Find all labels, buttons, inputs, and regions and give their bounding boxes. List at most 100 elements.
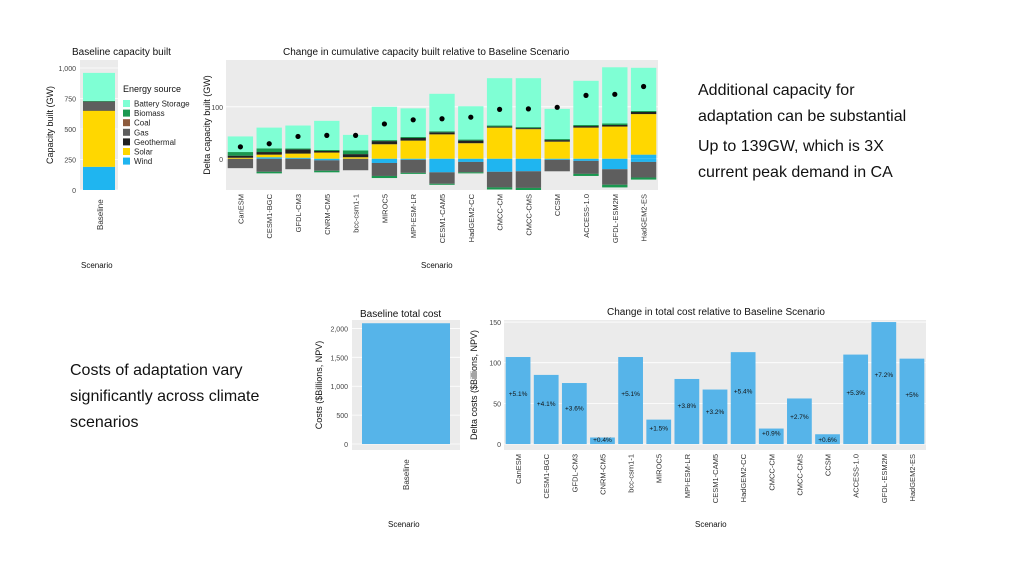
x-tick-label: CanESM bbox=[236, 194, 245, 224]
bar-segment-battery bbox=[400, 108, 426, 137]
bar-segment-battery bbox=[458, 106, 484, 140]
legend-label-battery: Battery Storage bbox=[134, 100, 190, 109]
cost-bar bbox=[362, 323, 450, 444]
y-tick-label: 150 bbox=[489, 320, 501, 327]
bar-segment-wind bbox=[285, 157, 311, 159]
bar-segment-geothermal bbox=[573, 126, 599, 128]
bar-segment-biomass bbox=[371, 175, 398, 179]
cost-note-line-3: scenarios bbox=[70, 414, 139, 431]
y-tick-label: 0 bbox=[497, 442, 501, 449]
x-tick-label: CNRM-CM5 bbox=[598, 454, 607, 495]
bar-segment-wind bbox=[400, 158, 426, 160]
bar-segment-gas bbox=[602, 169, 628, 185]
y-tick-label: 1,000 bbox=[58, 66, 76, 73]
cost-delta-bar bbox=[758, 428, 784, 444]
bar-segment-geothermal bbox=[227, 155, 254, 158]
legend-swatch-biomass bbox=[123, 109, 130, 117]
bar-segment-gas bbox=[630, 161, 657, 178]
bar-segment-wind bbox=[458, 158, 484, 162]
x-tick-label: GFDL-CM3 bbox=[570, 454, 579, 492]
bar-segment-biomass bbox=[458, 139, 484, 141]
bar-segment-battery bbox=[515, 78, 542, 128]
y-tick-label: 750 bbox=[64, 97, 76, 104]
x-tick-label: HadGEM2-ES bbox=[640, 194, 649, 242]
x-tick-label: HadGEM2-CC bbox=[467, 193, 476, 242]
bar-segment-gas bbox=[458, 161, 484, 173]
bar-segment-solar bbox=[314, 152, 340, 159]
legend-label-geothermal: Geothermal bbox=[134, 138, 176, 147]
peak-note: Up to 139GW, which is 3X current peak de… bbox=[698, 134, 893, 186]
bar-segment-wind bbox=[630, 158, 657, 162]
y-tick-label: 100 bbox=[211, 105, 223, 112]
bar-segment-gas bbox=[371, 162, 398, 176]
data-label: +5.3% bbox=[846, 390, 865, 397]
x-tick-label: HadGEM2-CC bbox=[739, 453, 748, 502]
x-tick-label: CESM1-CAM5 bbox=[438, 194, 447, 243]
baseline-capacity-chart: Baseline capacity built 02505007501,000 … bbox=[45, 47, 190, 270]
net-capacity-dot bbox=[237, 144, 243, 150]
bar-segment-wind bbox=[573, 158, 599, 161]
bar-segment-biomass bbox=[314, 149, 340, 151]
net-capacity-dot bbox=[641, 83, 647, 90]
delta-capacity-ylabel: Delta capacity built (GW) bbox=[202, 75, 212, 175]
net-capacity-dot bbox=[410, 117, 416, 123]
net-capacity-dot bbox=[381, 121, 387, 127]
bar-segment-solar bbox=[429, 134, 455, 159]
baseline-capacity-xlabel: Scenario bbox=[81, 261, 113, 270]
bar-segment-biomass bbox=[342, 150, 369, 155]
legend-title: Energy source bbox=[123, 84, 181, 94]
y-tick-label: 100 bbox=[489, 361, 501, 368]
bar-segment-solar bbox=[285, 153, 311, 158]
energy-legend: Energy source Battery StorageBiomassCoal… bbox=[123, 84, 190, 166]
data-label: +3.2% bbox=[706, 409, 725, 416]
x-tick-label: MIROC5 bbox=[380, 194, 389, 223]
cost-delta-bar bbox=[702, 389, 728, 444]
bar-segment-solar bbox=[256, 154, 282, 158]
legend-label-coal: Coal bbox=[134, 119, 151, 128]
bar-segment-solar bbox=[486, 127, 513, 159]
bar-segment-biomass bbox=[630, 110, 657, 112]
delta-capacity-ticks: 0 100 bbox=[211, 105, 223, 164]
x-tick-label: GFDL-ESM2M bbox=[611, 194, 620, 243]
y-tick-label: 0 bbox=[344, 442, 348, 449]
bar-segment-solar bbox=[544, 141, 570, 159]
y-tick-label: 0 bbox=[72, 188, 76, 195]
peak-note-line-1: Up to 139GW, which is 3X bbox=[698, 138, 884, 155]
cost-delta-bar bbox=[505, 357, 531, 444]
x-tick-label: CESM1-BGC bbox=[265, 193, 274, 238]
bar-segment-solar bbox=[371, 144, 398, 159]
bar-segment-geothermal bbox=[544, 140, 570, 142]
net-capacity-dot bbox=[612, 91, 618, 97]
delta-capacity-chart: Change in cumulative capacity built rela… bbox=[202, 47, 658, 270]
y-tick-label: 0 bbox=[219, 157, 223, 164]
bar-segment-gas bbox=[515, 171, 542, 188]
y-tick-label: 1,500 bbox=[330, 355, 348, 362]
legend-swatch-wind bbox=[123, 157, 130, 165]
legend-label-biomass: Biomass bbox=[134, 109, 165, 118]
net-capacity-dot bbox=[439, 116, 445, 122]
cost-note-line-1: Costs of adaptation vary bbox=[70, 362, 243, 379]
bar-segment-biomass bbox=[400, 172, 426, 174]
bar-segment-geothermal bbox=[486, 126, 513, 128]
cost-delta-bar bbox=[787, 398, 812, 444]
bar-segment-biomass bbox=[256, 148, 282, 153]
bar-segment-biomass bbox=[227, 152, 254, 156]
bar-segment-gas bbox=[256, 158, 282, 172]
bar-segment-biomass bbox=[83, 100, 115, 102]
bar-segment-biomass bbox=[285, 148, 311, 150]
cost-delta-bar bbox=[843, 354, 869, 444]
bar-segment-solar bbox=[573, 127, 599, 159]
baseline-cost-bars bbox=[362, 323, 450, 444]
data-label: +2.7% bbox=[790, 414, 809, 421]
bar-segment-gas bbox=[544, 159, 570, 172]
bar-segment-biomass bbox=[429, 131, 455, 133]
delta-cost-ticks: 0 50 100 150 bbox=[489, 320, 501, 449]
bar-segment-biomass bbox=[573, 173, 599, 176]
baseline-capacity-bars bbox=[83, 72, 115, 190]
x-tick-label: HadGEM2-ES bbox=[908, 454, 917, 502]
legend-swatch-coal bbox=[123, 119, 130, 127]
bar-segment-battery bbox=[573, 80, 599, 125]
bar-segment-biomass bbox=[256, 171, 282, 174]
delta-cost-title: Change in total cost relative to Baselin… bbox=[607, 307, 825, 318]
bar-segment-solar bbox=[342, 157, 369, 159]
